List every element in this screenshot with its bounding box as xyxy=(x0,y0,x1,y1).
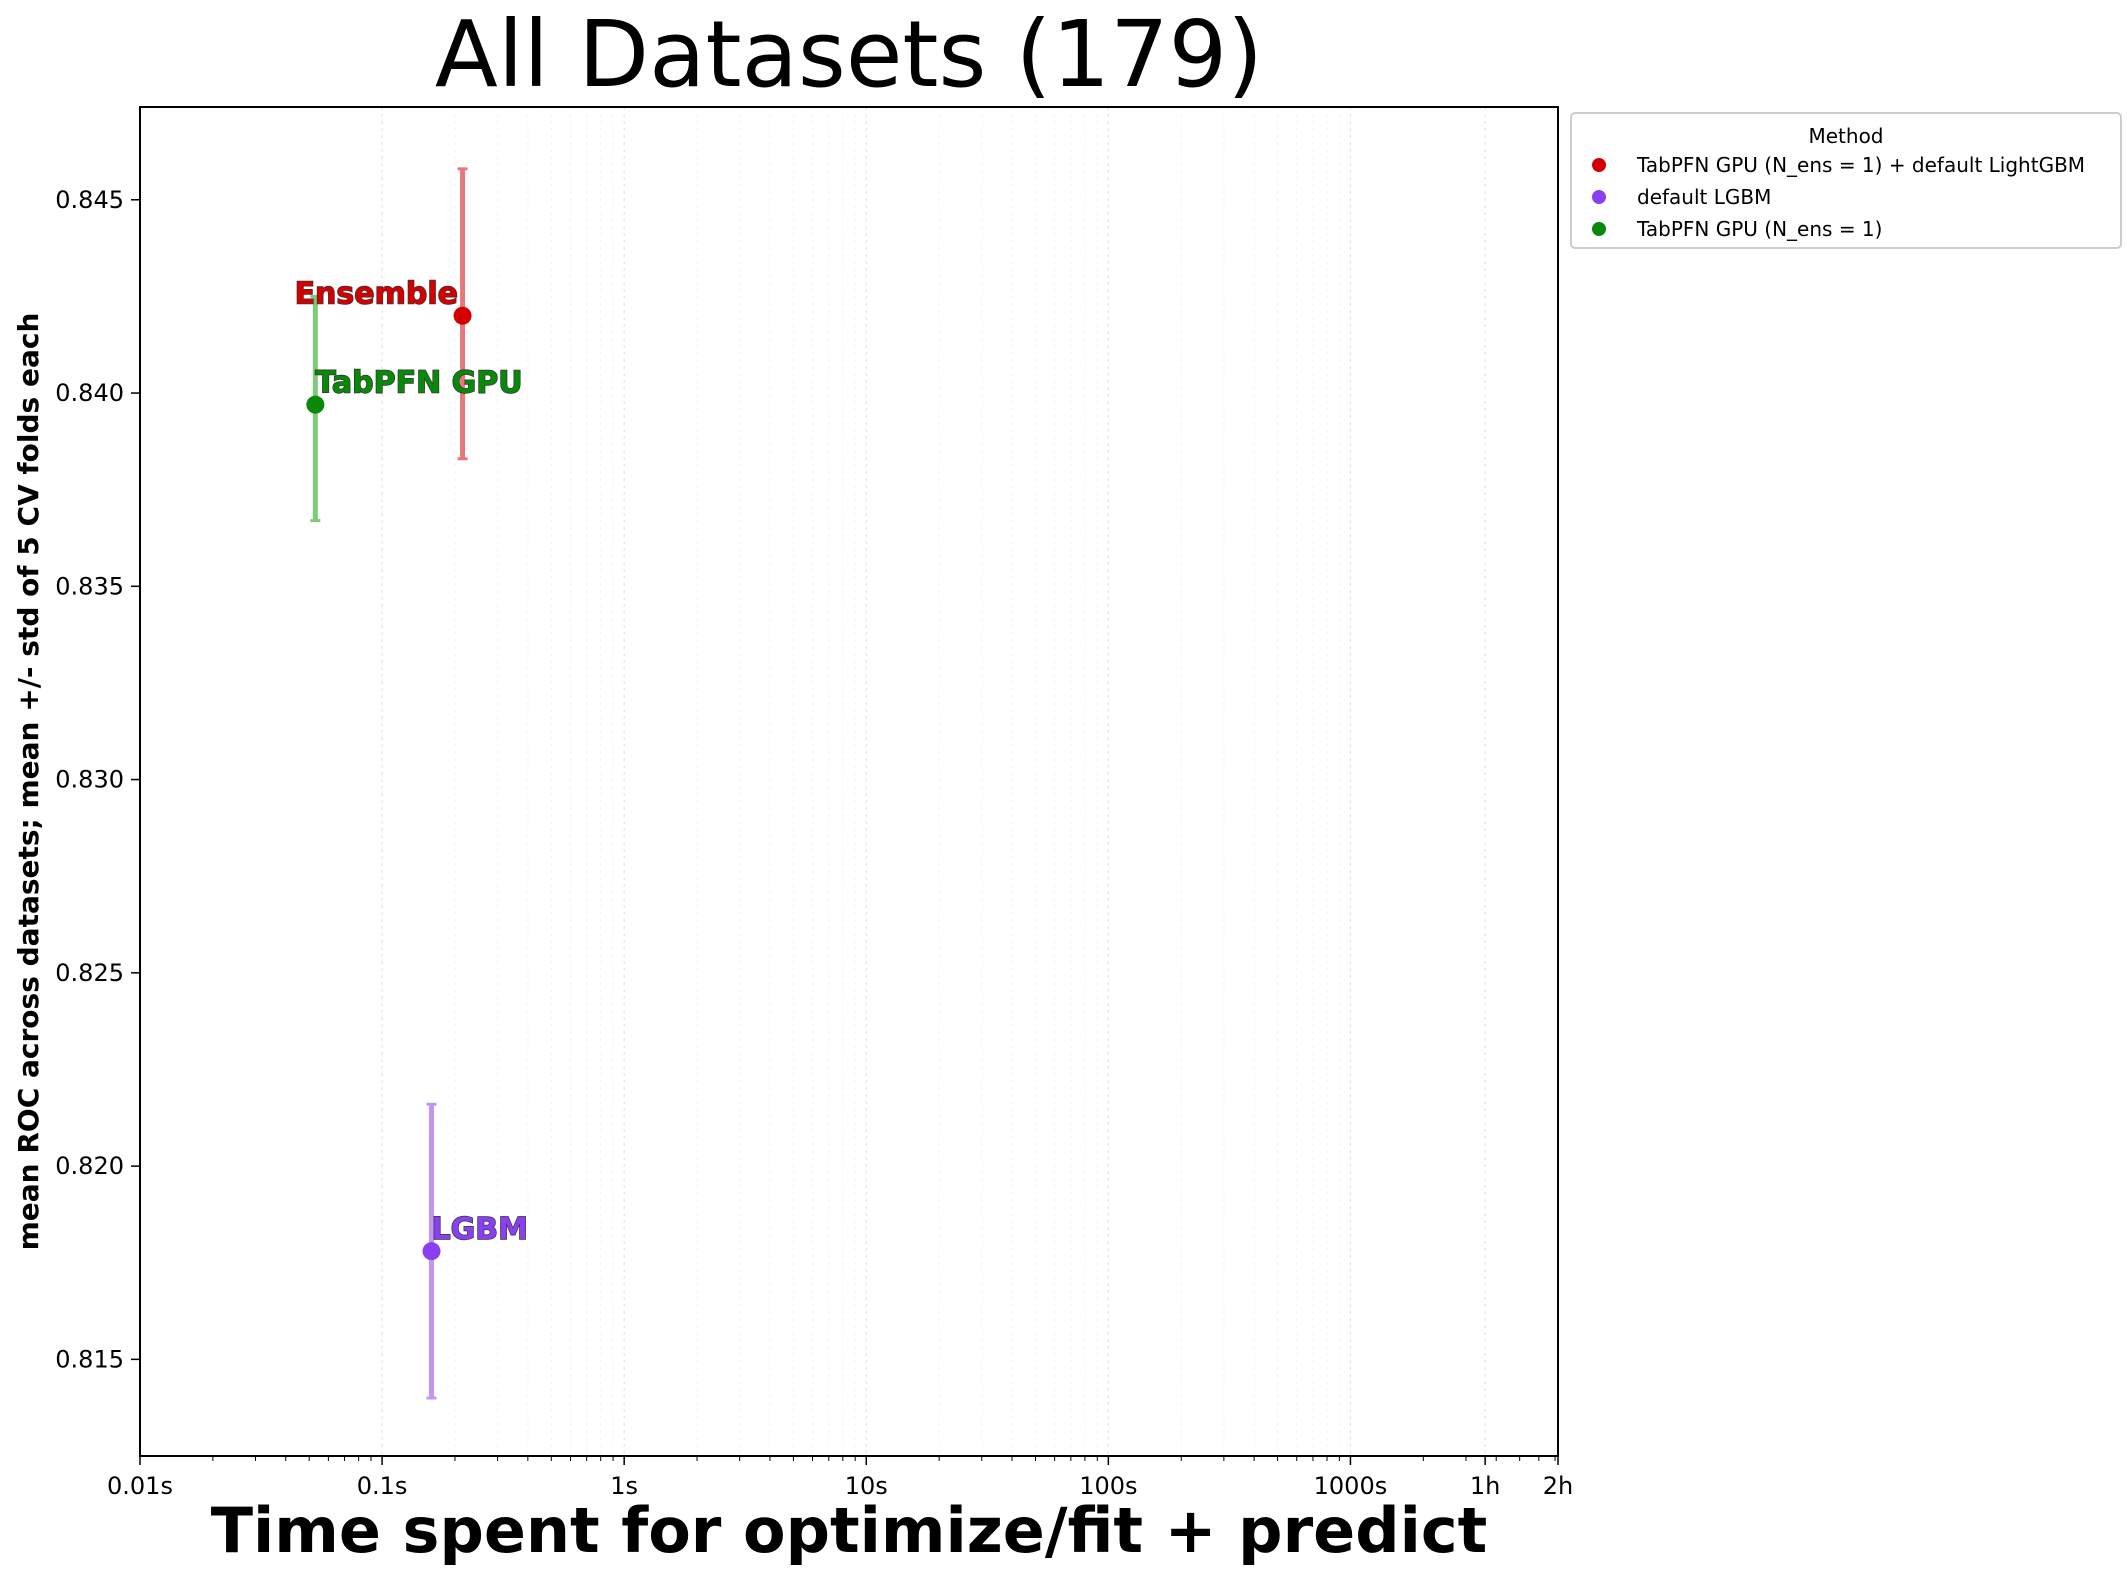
grid-lines xyxy=(381,107,1486,1456)
legend-label: default LGBM xyxy=(1637,185,1771,209)
y-axis-label: mean ROC across datasets; mean +/- std o… xyxy=(12,313,45,1251)
legend-label: TabPFN GPU (N_ens = 1) + default LightGB… xyxy=(1636,153,2085,177)
legend-marker xyxy=(1592,158,1606,172)
x-tick-label: 100s xyxy=(1079,1472,1137,1500)
plot-area-frame xyxy=(139,106,1559,1457)
y-tick-label: 0.835 xyxy=(55,572,124,600)
x-tick-label: 1s xyxy=(610,1472,638,1500)
legend-box xyxy=(1570,112,2122,249)
legend: Method TabPFN GPU (N_ens = 1) + default … xyxy=(1570,112,2122,249)
y-tick-label: 0.815 xyxy=(55,1345,124,1373)
data-point xyxy=(306,395,325,414)
legend-marker xyxy=(1592,222,1606,236)
data-point xyxy=(422,1242,441,1261)
legend-marker xyxy=(1592,190,1606,204)
y-tick-label: 0.840 xyxy=(55,379,124,407)
x-tick-label: 2h xyxy=(1543,1472,1573,1500)
x-tick-label: 1h xyxy=(1470,1472,1500,1500)
data-points xyxy=(306,306,472,1261)
y-tick-label: 0.845 xyxy=(55,186,124,214)
y-tick-label: 0.830 xyxy=(55,766,124,794)
y-tick-label: 0.820 xyxy=(55,1152,124,1180)
legend-title: Method xyxy=(1808,124,1883,148)
x-tick-label: 0.01s xyxy=(107,1472,173,1500)
y-tick-label: 0.825 xyxy=(55,959,124,987)
point-label: TabPFN GPU xyxy=(315,366,522,401)
x-tick-label: 1000s xyxy=(1314,1472,1388,1500)
point-label: Ensemble xyxy=(295,277,458,312)
chart-title: All Datasets (179) xyxy=(434,1,1264,108)
point-label: LGBM xyxy=(432,1212,528,1247)
point-labels: Ensemble LGBM TabPFN GPU xyxy=(294,276,529,1248)
x-axis-ticks: 0.01s 0.1s 1s 10s 100s 1000s 1h 2h xyxy=(107,1456,1573,1500)
x-axis-label: Time spent for optimize/fit + predict xyxy=(211,1494,1487,1567)
x-tick-label: 10s xyxy=(845,1472,888,1500)
x-tick-label: 0.1s xyxy=(357,1472,408,1500)
legend-items: TabPFN GPU (N_ens = 1) + default LightGB… xyxy=(1592,153,2085,241)
y-axis-ticks: 0.815 0.820 0.825 0.830 0.835 0.840 0.845 xyxy=(55,186,140,1373)
legend-label: TabPFN GPU (N_ens = 1) xyxy=(1636,217,1882,241)
data-point xyxy=(453,306,472,325)
